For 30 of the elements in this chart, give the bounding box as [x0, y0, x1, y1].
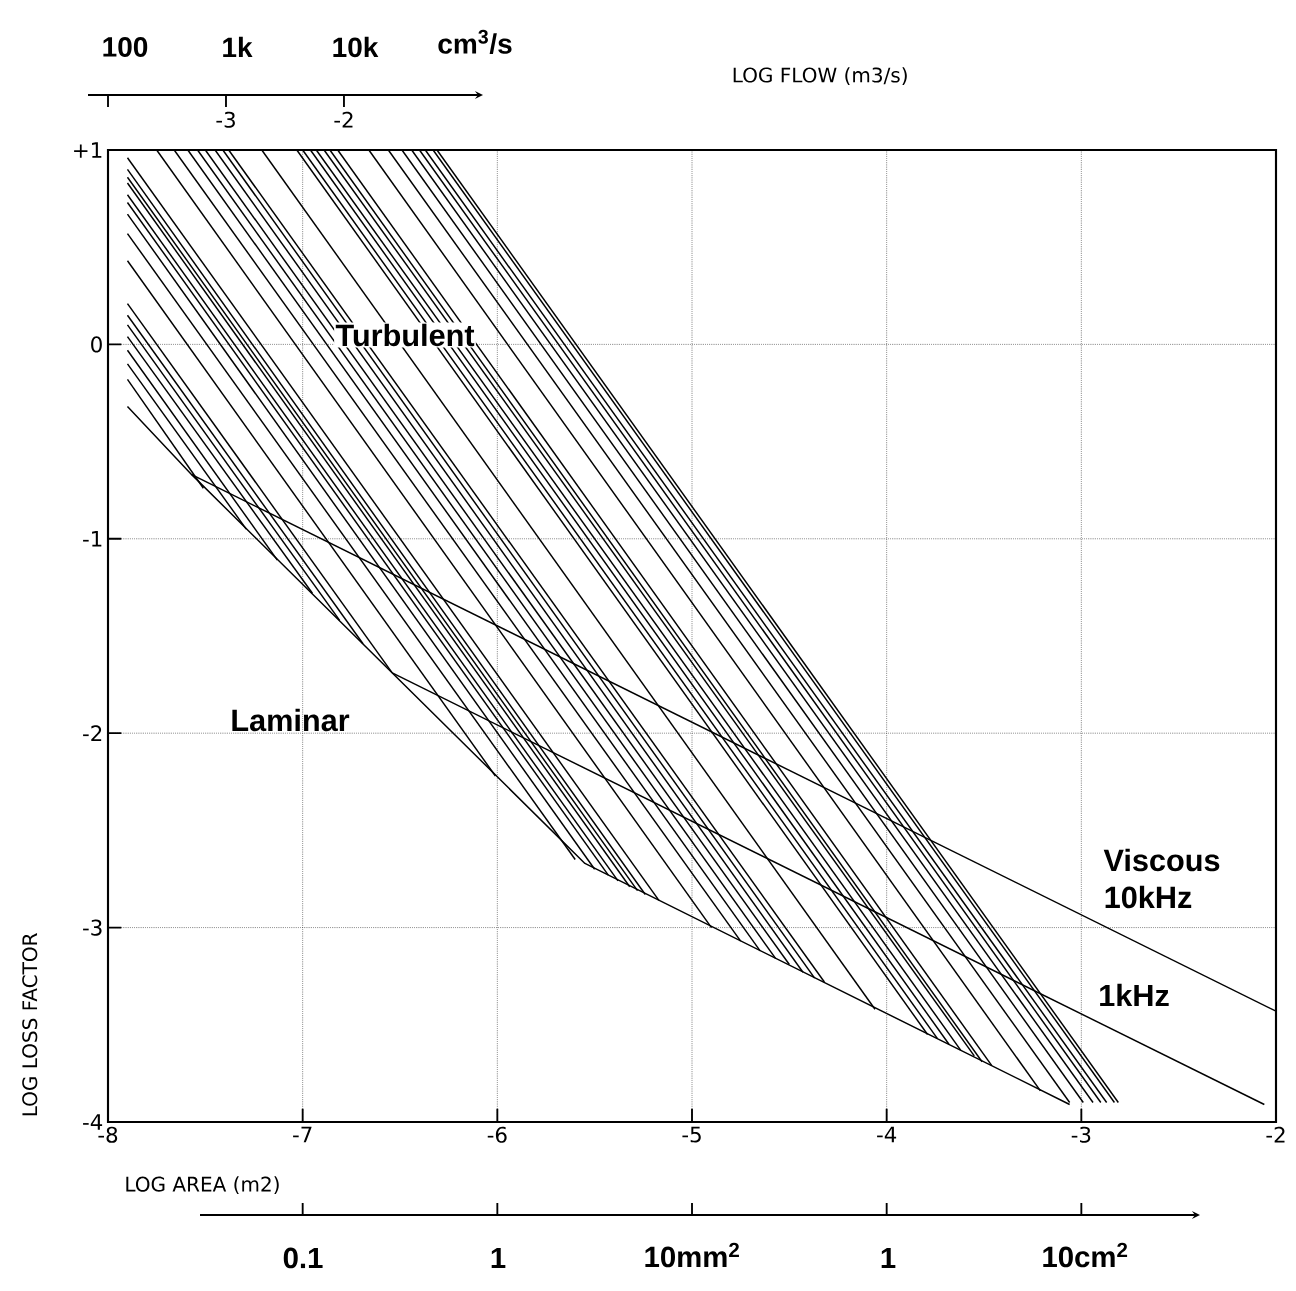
y-tick-label: 0 — [91, 336, 102, 353]
x-tick-label: -5 — [682, 1126, 701, 1143]
text: 1k — [223, 36, 253, 58]
x-tick-label: -7 — [293, 1126, 312, 1143]
text: 10mm$^{2}$ — [645, 1242, 739, 1268]
y-tick-label: -3 — [83, 919, 102, 936]
x-tick-label: -2 — [1266, 1126, 1285, 1143]
text: 1 — [881, 1247, 896, 1269]
x2-tick-label: -3 — [216, 111, 235, 128]
x-tick-label: -3 — [1071, 1126, 1091, 1143]
text: 10k — [333, 36, 379, 58]
text: cm$^{3}$/s — [438, 29, 512, 55]
y-tick-label: -2 — [83, 725, 102, 742]
annotation: 1kHz — [1100, 983, 1169, 1007]
annotation: Laminar — [232, 708, 350, 732]
y-axis-title: LOG LOSS FACTOR — [22, 933, 38, 1116]
text: 10cm$^{2}$ — [1043, 1242, 1128, 1268]
x-tick-label: -6 — [487, 1126, 507, 1143]
text: 0.1 — [283, 1247, 323, 1269]
annotation: Viscous — [1103, 848, 1220, 872]
text: 1 — [491, 1247, 506, 1269]
x2-axis-title: LOG FLOW (m3/s) — [733, 67, 907, 85]
annotation: Turbulent — [335, 323, 475, 347]
y-tick-label: -1 — [83, 531, 102, 547]
text: 100 — [103, 37, 148, 57]
y-tick-label: +1 — [74, 142, 102, 158]
x2-tick-label: -2 — [334, 111, 353, 128]
x-axis-title: LOG AREA (m2) — [126, 1176, 279, 1195]
annotation: 10kHz — [1105, 885, 1192, 909]
x-tick-label: -4 — [877, 1126, 897, 1143]
